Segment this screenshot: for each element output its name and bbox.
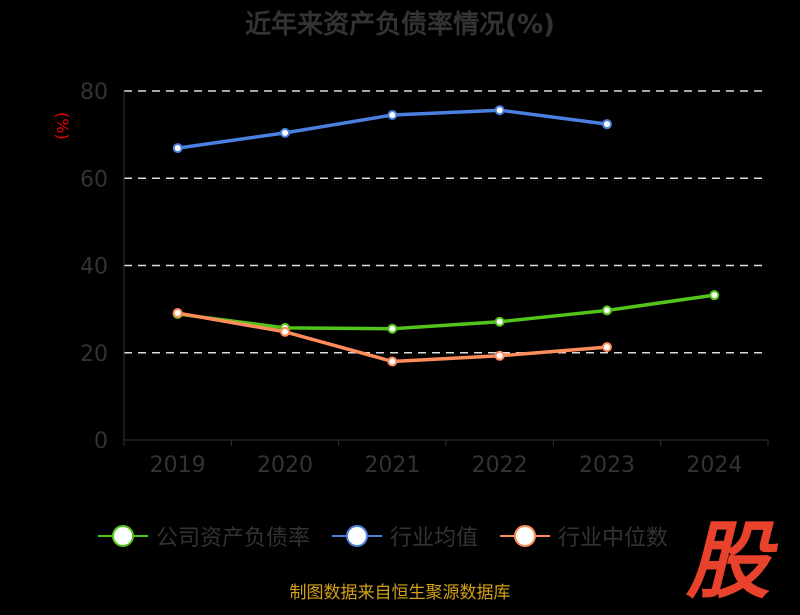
y-tick-label: 40 (80, 255, 108, 280)
legend-marker-icon (500, 525, 551, 547)
legend-marker-icon (98, 525, 148, 547)
data-point (172, 308, 183, 319)
data-point (494, 105, 505, 116)
data-point (602, 342, 612, 353)
y-tick-label: 0 (94, 429, 108, 454)
legend-item[interactable]: 行业中位数 (500, 520, 668, 552)
legend-label: 行业中位数 (558, 526, 669, 551)
x-tick-label: 2020 (257, 453, 313, 478)
chart-title: 近年来资产负债率情况(%) (245, 10, 555, 40)
legend-label: 公司资产负债率 (156, 526, 311, 551)
data-point (387, 356, 398, 367)
series-line-0 (177, 293, 715, 331)
data-point (602, 119, 612, 130)
x-tick-label: 2019 (150, 453, 206, 478)
x-tick-label: 2024 (686, 453, 742, 478)
data-point (280, 127, 290, 138)
line-chart: 0 20 40 60 80 2019 2020 2021 2022 2023 2024 (80, 80, 769, 478)
legend-item[interactable]: 行业均值 (332, 520, 478, 552)
data-point (494, 316, 505, 327)
series-line-2 (177, 311, 608, 364)
legend: 公司资产负债率 行业均值 行业中位数 (98, 520, 668, 552)
data-point (494, 350, 505, 361)
y-tick-label: 80 (80, 80, 108, 105)
legend-marker-icon (332, 525, 383, 547)
y-tick-label: 20 (80, 342, 108, 367)
legend-item[interactable]: 公司资产负债率 (98, 520, 310, 552)
y-tick-label: 60 (80, 167, 108, 192)
x-tick-label: 2021 (364, 453, 420, 478)
x-tick-label: 2023 (579, 453, 635, 478)
data-point (709, 290, 720, 301)
source-note: 制图数据来自恒生聚源数据库 (289, 583, 511, 603)
data-point (602, 305, 612, 316)
legend-label: 行业均值 (390, 526, 479, 551)
data-point (387, 109, 398, 120)
data-point (280, 326, 290, 337)
data-point (172, 143, 183, 154)
data-point (387, 323, 398, 334)
watermark-logo: 股 (686, 512, 771, 610)
x-tick-label: 2022 (472, 453, 528, 478)
